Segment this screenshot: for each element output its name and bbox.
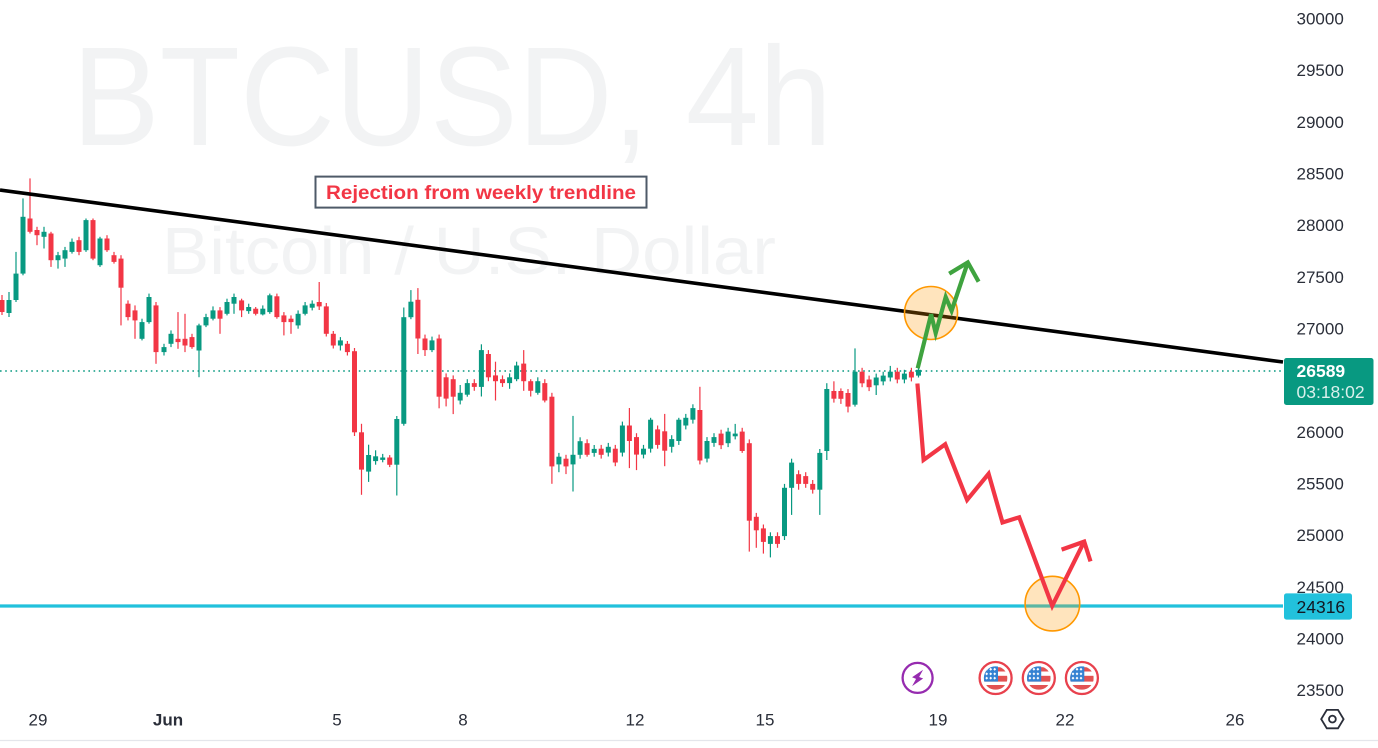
svg-text:12: 12 (626, 711, 645, 730)
svg-text:29000: 29000 (1297, 113, 1344, 132)
svg-text:03:18:02: 03:18:02 (1297, 382, 1365, 402)
svg-text:27500: 27500 (1297, 268, 1344, 287)
svg-text:22: 22 (1056, 711, 1075, 730)
svg-text:Jun: Jun (153, 711, 183, 730)
svg-text:23500: 23500 (1297, 681, 1344, 700)
svg-text:15: 15 (756, 711, 775, 730)
svg-text:27000: 27000 (1297, 320, 1344, 339)
svg-text:19: 19 (929, 711, 948, 730)
svg-text:25500: 25500 (1297, 475, 1344, 494)
svg-text:29500: 29500 (1297, 61, 1344, 80)
svg-text:28500: 28500 (1297, 165, 1344, 184)
svg-text:Rejection from weekly trendlin: Rejection from weekly trendline (326, 182, 636, 204)
svg-text:24316: 24316 (1297, 597, 1346, 617)
svg-text:BTCUSD, 4h: BTCUSD, 4h (72, 17, 832, 175)
svg-text:29: 29 (29, 711, 48, 730)
svg-text:5: 5 (332, 711, 341, 730)
svg-text:26: 26 (1226, 711, 1245, 730)
svg-text:28000: 28000 (1297, 216, 1344, 235)
svg-text:24500: 24500 (1297, 578, 1344, 597)
svg-text:30000: 30000 (1297, 10, 1344, 29)
svg-text:25000: 25000 (1297, 526, 1344, 545)
svg-text:24000: 24000 (1297, 630, 1344, 649)
svg-text:26589: 26589 (1297, 361, 1346, 381)
svg-text:26000: 26000 (1297, 423, 1344, 442)
svg-text:8: 8 (458, 711, 467, 730)
